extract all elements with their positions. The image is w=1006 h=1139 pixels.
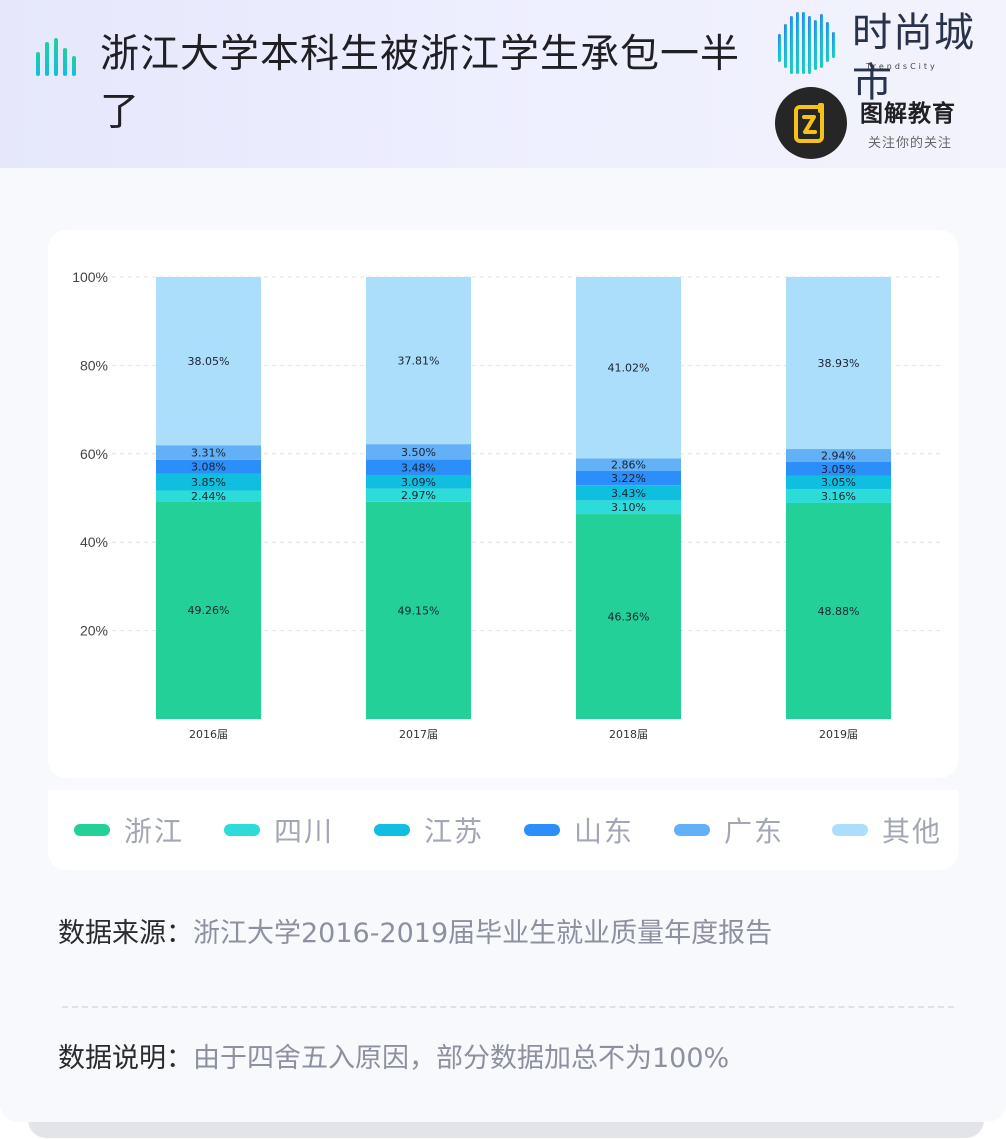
stacked-bar-chart: 20% 40% 60% 80% 100% 49.26% 2.44%3.85% 3.08%3.3… bbox=[72, 269, 942, 741]
legend-swatch bbox=[524, 824, 560, 836]
data-label: 3.48% bbox=[401, 461, 436, 474]
bar-segment bbox=[366, 474, 471, 489]
description-value: 由于四舍五入原因，部分数据加总不为100% bbox=[193, 1043, 730, 1074]
legend-swatch bbox=[674, 824, 710, 836]
legend-label: 浙江 bbox=[124, 815, 185, 848]
data-label: 3.09% bbox=[401, 476, 436, 489]
data-label: 3.50% bbox=[401, 446, 436, 459]
bar-segment bbox=[786, 488, 891, 503]
bar-segment bbox=[156, 490, 261, 502]
data-label: 2.97% bbox=[401, 489, 436, 502]
bar-segment bbox=[576, 485, 681, 501]
data-label: 41.02% bbox=[608, 362, 650, 375]
y-tick-label: 100% bbox=[72, 269, 108, 285]
data-label: 2.86% bbox=[611, 459, 646, 472]
legend-item: 浙江 bbox=[74, 812, 184, 848]
data-label: 49.26% bbox=[188, 604, 230, 617]
page-title: 浙江大学本科生被浙江学生承包一半了 bbox=[100, 32, 741, 135]
tujie-logo-sub: 关注你的关注 bbox=[868, 136, 953, 151]
data-label: 2.94% bbox=[821, 450, 856, 463]
bar-chart-icon bbox=[36, 38, 76, 76]
city-skyline-logo-icon bbox=[778, 12, 835, 74]
data-label: 38.93% bbox=[818, 357, 860, 370]
source-value: 浙江大学2016-2019届毕业生就业质量年度报告 bbox=[193, 918, 773, 949]
legend-item: 江苏 bbox=[374, 812, 484, 848]
y-tick-label: 80% bbox=[80, 357, 108, 373]
data-label: 2.44% bbox=[191, 490, 226, 503]
trendscity-logo-sub: TrendsCity bbox=[866, 62, 938, 71]
data-label: 46.36% bbox=[608, 611, 650, 624]
legend-swatch bbox=[832, 824, 868, 836]
y-tick-label: 40% bbox=[80, 534, 108, 550]
bar-segment bbox=[576, 277, 681, 459]
bar-segment bbox=[576, 500, 681, 515]
legend-item: 四川 bbox=[224, 812, 334, 848]
data-label: 49.15% bbox=[398, 604, 440, 617]
tujie-logo-icon bbox=[775, 87, 847, 159]
bar-segment bbox=[786, 276, 891, 450]
x-tick-label: 2016届 bbox=[189, 728, 228, 741]
data-label: 3.08% bbox=[191, 461, 226, 474]
legend-item: 其他 bbox=[832, 812, 942, 848]
legend-label: 四川 bbox=[274, 815, 335, 848]
legend-item: 广东 bbox=[674, 812, 784, 848]
bar-segment bbox=[156, 459, 261, 474]
data-label: 48.88% bbox=[818, 605, 860, 618]
source-key: 数据来源： bbox=[58, 918, 193, 949]
legend-swatch bbox=[74, 824, 110, 836]
legend-label: 广东 bbox=[724, 815, 785, 848]
data-label: 3.05% bbox=[821, 463, 856, 476]
description-key: 数据说明： bbox=[58, 1043, 193, 1074]
data-label: 3.85% bbox=[191, 476, 226, 489]
legend-label: 山东 bbox=[574, 815, 635, 848]
tujie-logo-name: 图解教育 bbox=[860, 101, 956, 127]
bar-segment bbox=[576, 458, 681, 471]
trendscity-logo-name: 时尚城市 bbox=[852, 10, 975, 106]
bar-segment bbox=[576, 470, 681, 486]
header: 浙江大学本科生被浙江学生承包一半了 时尚城市 TrendsCity bbox=[0, 0, 1006, 168]
bar-segment bbox=[786, 502, 891, 719]
bar-segment bbox=[156, 501, 261, 719]
data-label: 3.05% bbox=[821, 476, 856, 489]
source-note: 数据来源：浙江大学2016-2019届毕业生就业质量年度报告 bbox=[58, 914, 772, 954]
legend-item: 山东 bbox=[524, 812, 634, 848]
bar-segment bbox=[366, 444, 471, 460]
legend-label: 江苏 bbox=[424, 815, 485, 848]
data-label: 3.31% bbox=[191, 447, 226, 460]
bar-segment bbox=[786, 462, 891, 476]
x-tick-label: 2018届 bbox=[609, 728, 648, 741]
legend-label: 其他 bbox=[882, 815, 943, 848]
data-label: 3.43% bbox=[611, 487, 646, 500]
y-tick-label: 20% bbox=[80, 623, 108, 639]
data-label: 3.16% bbox=[821, 490, 856, 503]
y-tick-label: 60% bbox=[80, 446, 108, 462]
bar-segment bbox=[156, 277, 261, 446]
bar-segment bbox=[366, 488, 471, 502]
description-note: 数据说明：由于四舍五入原因，部分数据加总不为100% bbox=[58, 1039, 729, 1079]
data-label: 38.05% bbox=[188, 355, 230, 368]
bar-segment bbox=[366, 459, 471, 475]
data-label: 3.10% bbox=[611, 501, 646, 514]
bar-segment bbox=[786, 475, 891, 489]
x-tick-label: 2019届 bbox=[819, 728, 858, 741]
bar-segment bbox=[786, 449, 891, 463]
data-label: 3.22% bbox=[611, 472, 646, 485]
x-tick-label: 2017届 bbox=[399, 728, 438, 741]
bar-segment bbox=[576, 514, 681, 719]
bar-segment bbox=[366, 501, 471, 719]
data-label: 37.81% bbox=[398, 355, 440, 368]
bar-segment bbox=[366, 277, 471, 445]
bar-segment bbox=[156, 473, 261, 491]
legend-swatch bbox=[224, 824, 260, 836]
chart-panel: 20% 40% 60% 80% 100% 49.26% 2.44% 3.85% 3.08% 3.3… bbox=[48, 230, 958, 778]
bar-segment bbox=[156, 445, 261, 460]
dashed-divider bbox=[62, 1006, 954, 1008]
legend-swatch bbox=[374, 824, 410, 836]
legend: 浙江 四川 江苏 山东 广东 其他 bbox=[48, 790, 958, 870]
